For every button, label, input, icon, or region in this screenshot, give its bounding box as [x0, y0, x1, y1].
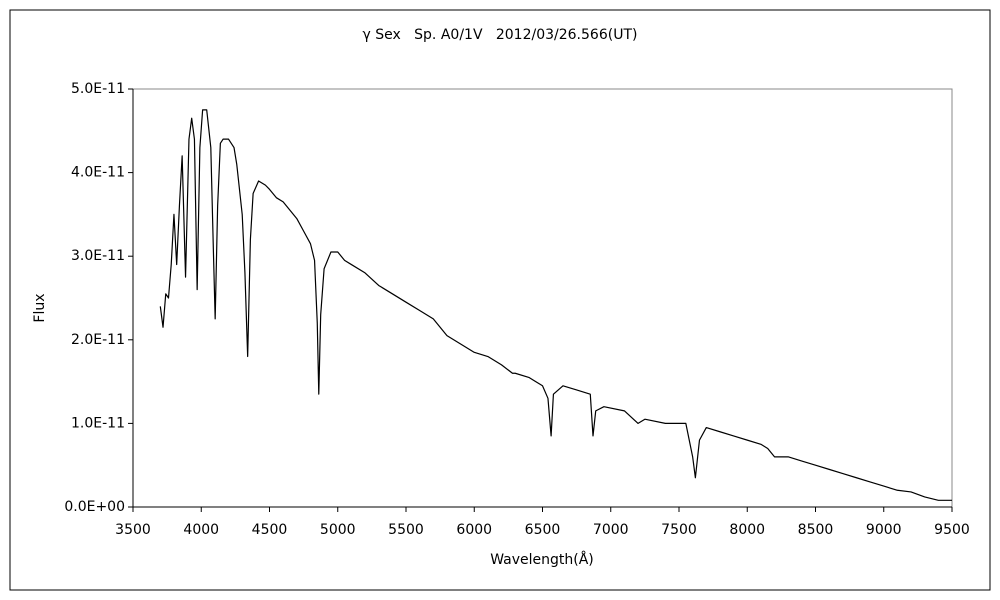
- x-tick-label: 9500: [934, 522, 970, 538]
- x-tick-label: 6000: [456, 522, 492, 538]
- spectrum-line: [159, 109, 952, 501]
- x-axis-label: Wavelength(Å): [490, 551, 594, 568]
- x-tick-label: 8500: [798, 522, 834, 538]
- chart-border: [9, 9, 991, 591]
- x-tick-label: 5000: [320, 522, 356, 538]
- y-tick-label: 2.0E-11: [71, 332, 125, 348]
- x-tick-label: 8000: [729, 522, 765, 538]
- chart-title: γ Sex Sp. A0/1V 2012/03/26.566(UT): [363, 27, 638, 43]
- x-tick-label: 7000: [593, 522, 629, 538]
- x-tick-label: 6500: [525, 522, 561, 538]
- x-tick-label: 4000: [183, 522, 219, 538]
- y-tick-label: 0.0E+00: [64, 499, 125, 515]
- y-axis-label: Flux: [32, 293, 48, 322]
- y-tick-label: 5.0E-11: [71, 81, 125, 97]
- y-tick-label: 4.0E-11: [71, 165, 125, 181]
- x-tick-label: 4500: [252, 522, 288, 538]
- x-tick-label: 7500: [661, 522, 697, 538]
- x-tick-label: 5500: [388, 522, 424, 538]
- y-tick-label: 3.0E-11: [71, 248, 125, 264]
- x-tick-label: 3500: [115, 522, 151, 538]
- y-tick-label: 1.0E-11: [71, 415, 125, 431]
- x-tick-label: 9000: [866, 522, 902, 538]
